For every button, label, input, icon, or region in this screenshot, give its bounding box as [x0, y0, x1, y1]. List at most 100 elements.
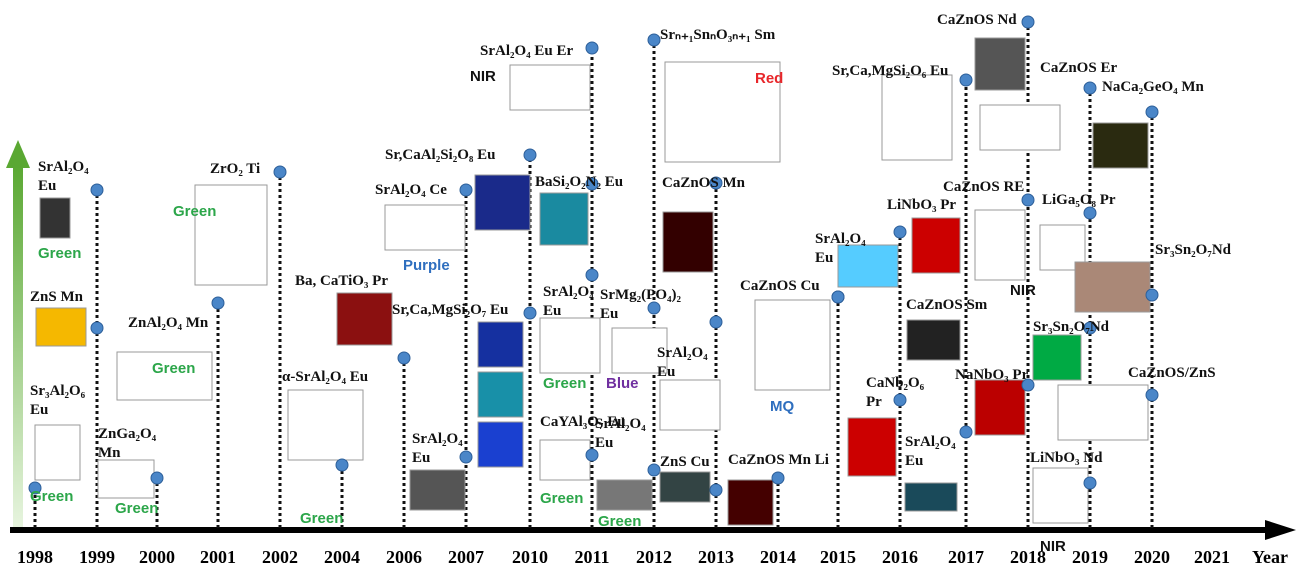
entry-image: [663, 212, 713, 272]
entry-label: Sr₃Sn₂O₇Nd: [1033, 318, 1123, 337]
entry-label: ZnGa₂O₄ Mn: [98, 425, 153, 463]
year-label: 2017: [948, 547, 984, 567]
entry-note: Purple: [403, 257, 450, 274]
entry-image: [478, 322, 523, 367]
year-label: 2001: [200, 547, 236, 567]
year-label: 2012: [636, 547, 672, 567]
entry-image: [1058, 385, 1148, 440]
entry-label: ZnAl₂O₄ Mn: [128, 314, 228, 333]
year-label: 2014: [760, 547, 796, 567]
entry-note: Red: [755, 70, 783, 87]
entry-dot: [151, 472, 163, 484]
entry-label: SrAl₂O₄ Eu: [815, 230, 865, 268]
year-label: 2006: [386, 547, 422, 567]
entry-label: CaZnOS Sm: [906, 296, 1006, 315]
entry-note: Green: [300, 510, 343, 527]
entry-image: [540, 193, 588, 245]
entry-label: CaZnOS Nd: [937, 11, 1037, 30]
year-label: 2019: [1072, 547, 1108, 567]
entry-note: Blue: [606, 375, 639, 392]
entry-label: SrAl₂O₄ Eu: [657, 344, 712, 382]
entry-dot: [336, 459, 348, 471]
entry-label: ZnS Mn: [30, 288, 110, 307]
entry-label: SrAl₂O₄ Eu Er: [480, 42, 600, 61]
entry-label: SrAl₂O₄ Eu: [38, 158, 88, 196]
entry-note: NIR: [1040, 538, 1066, 555]
entry-image: [755, 300, 830, 390]
year-label: 2011: [574, 547, 609, 567]
entry-image: [36, 308, 86, 346]
entry-label: LiNbO₃ Nd: [1030, 449, 1120, 468]
entry-label: CaZnOS Cu: [740, 277, 850, 296]
time-axis-arrow: [1265, 520, 1296, 540]
entry-label: SrAl₂O₄ Ce: [375, 181, 475, 200]
entry-dot: [398, 352, 410, 364]
entry-dot: [710, 316, 722, 328]
entry-label: CaZnOS RE: [943, 178, 1043, 197]
year-label: 2016: [882, 547, 918, 567]
entry-image: [40, 198, 70, 238]
entry-dot: [648, 464, 660, 476]
entry-note: MQ: [770, 398, 794, 415]
entry-label: ZnS Cu: [660, 453, 730, 472]
entry-label: Sr₃Al₂O₆ Eu: [30, 382, 85, 420]
year-label: 2013: [698, 547, 734, 567]
entry-image: [975, 210, 1025, 280]
entry-label: SrAl₂O₄ Eu: [412, 430, 462, 468]
entry-dot: [91, 322, 103, 334]
year-label: 2002: [262, 547, 298, 567]
entry-note: Green: [115, 500, 158, 517]
axis-label: Year: [1252, 547, 1288, 567]
entry-dot: [648, 34, 660, 46]
entry-note: NIR: [470, 68, 496, 85]
entry-image: [385, 205, 465, 250]
entry-image: [195, 185, 267, 285]
green-arrow-head: [6, 140, 30, 168]
entry-label: CaZnOS Mn: [662, 174, 782, 193]
year-label: 2000: [139, 547, 175, 567]
entry-dot: [1146, 389, 1158, 401]
entry-label: CaZnOS Mn Li: [728, 451, 858, 470]
entry-image: [540, 318, 600, 373]
entry-dot: [1146, 106, 1158, 118]
entry-image: [980, 105, 1060, 150]
entry-label: Ba, CaTiO₃ Pr: [295, 272, 415, 291]
entry-note: Green: [152, 360, 195, 377]
entry-image: [882, 75, 952, 160]
entry-image: [728, 480, 773, 525]
year-label: 2007: [448, 547, 484, 567]
entry-note: NIR: [1010, 282, 1036, 299]
year-label: 1999: [79, 547, 115, 567]
year-label: 2004: [324, 547, 360, 567]
entry-dot: [710, 484, 722, 496]
entry-label: CaZnOS/ZnS: [1128, 364, 1248, 383]
entry-dot: [212, 297, 224, 309]
entry-image: [475, 175, 530, 230]
year-label: 2021: [1194, 547, 1230, 567]
entry-image: [1075, 262, 1150, 312]
entry-label: NaCa₂GeO₄ Mn: [1102, 78, 1262, 97]
entry-image: [337, 293, 392, 345]
entry-label: LiGa₅O₈ Pr: [1042, 191, 1142, 210]
entry-image: [912, 218, 960, 273]
entry-image: [510, 65, 590, 110]
entry-note: Green: [30, 488, 73, 505]
entry-label: NaNbO₃ Pr: [955, 366, 1045, 385]
entry-label: ZrO₂ Ti: [210, 160, 290, 179]
entry-label: BaSi₂O₂N₂ Eu: [535, 173, 625, 192]
green-arrow-shaft: [13, 165, 23, 530]
entry-label: Srₙ₊₁SnₙO₃ₙ₊₁ Sm: [660, 26, 790, 45]
entry-image: [1033, 468, 1088, 523]
entry-note: Green: [540, 490, 583, 507]
entry-image: [478, 372, 523, 417]
entry-label: Sr,CaAl₂Si₂O₈ Eu: [385, 146, 545, 165]
entry-image: [597, 480, 652, 510]
entry-label: CaZnOS Er: [1040, 59, 1140, 78]
entry-label: SrAl₂O₄ Eu: [905, 433, 955, 471]
entry-label: α-SrAl₂O₄ Eu: [282, 368, 402, 387]
entry-image: [288, 390, 363, 460]
entry-image: [905, 483, 957, 511]
entry-note: Green: [598, 513, 641, 530]
entry-image: [975, 380, 1025, 435]
entry-dot: [1084, 477, 1096, 489]
